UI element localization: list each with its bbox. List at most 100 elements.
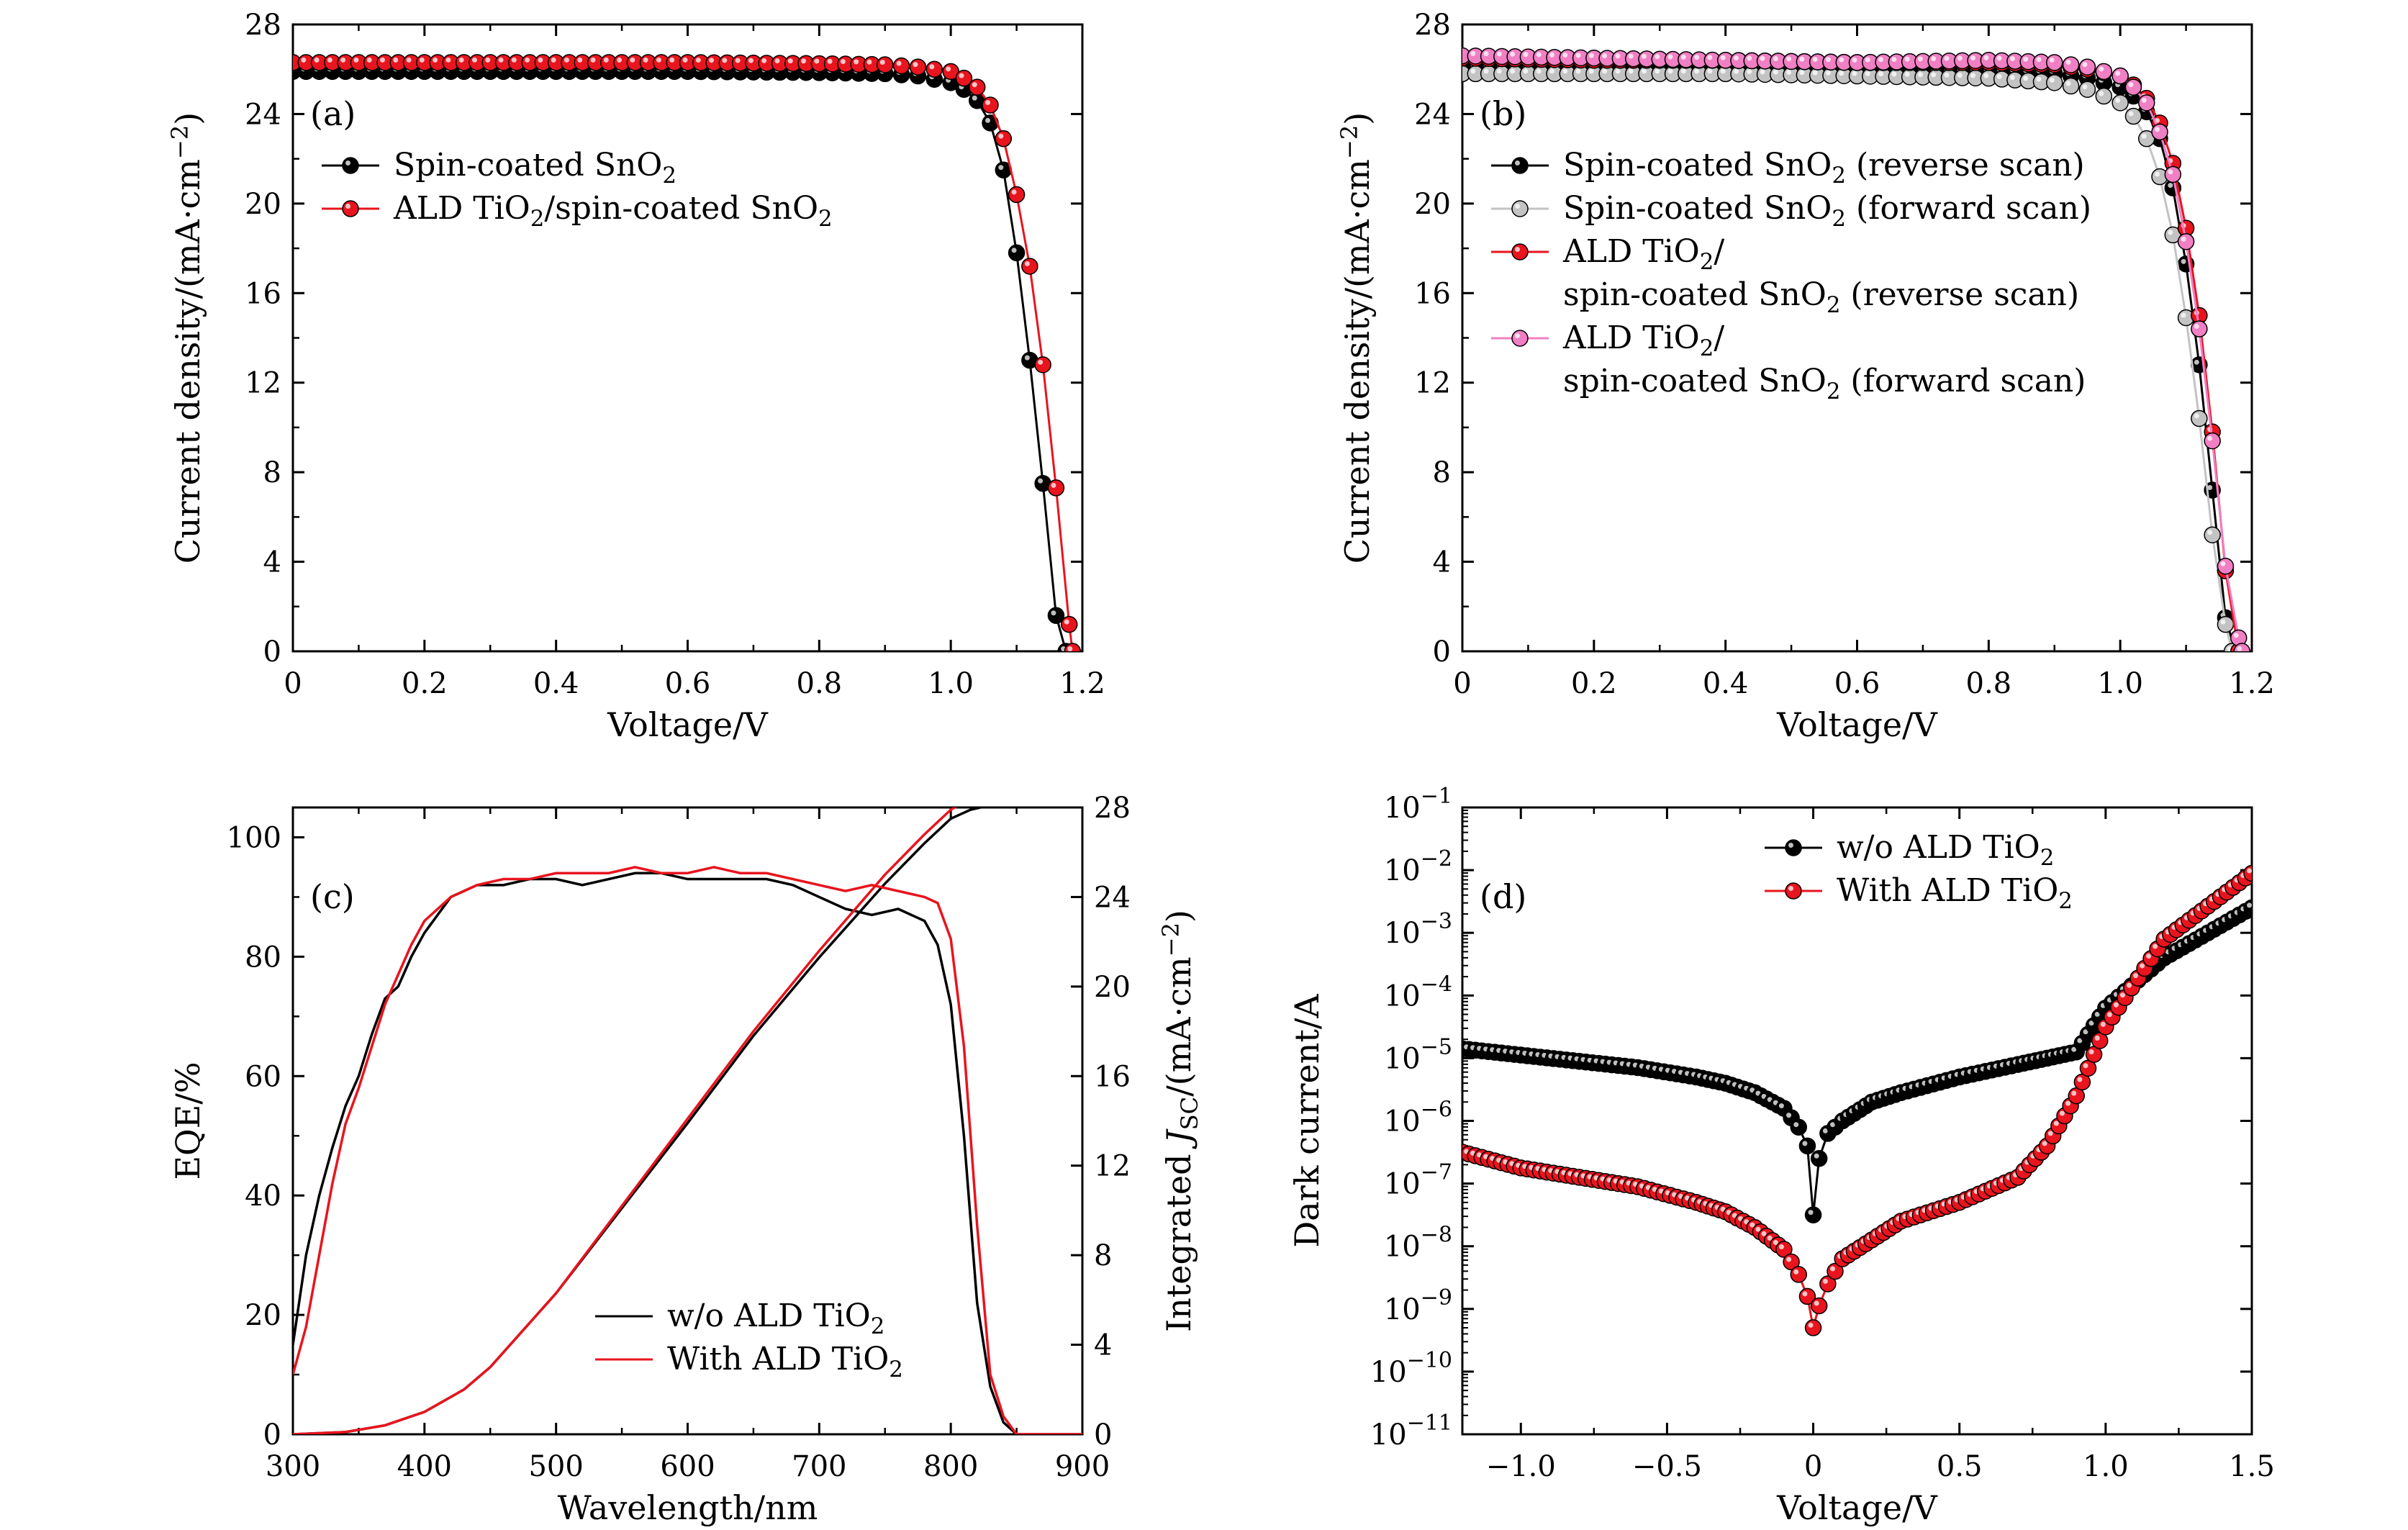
y-tick-label: 10−6 [1384, 1097, 1452, 1139]
x-axis-label: Voltage/V [1776, 1488, 1937, 1527]
data-point-highlight [682, 57, 688, 63]
x-tick-label: 1.0 [2097, 667, 2143, 700]
data-point [2111, 67, 2129, 85]
legend-label: Spin-coated SnO2​ (forward scan) [1563, 190, 2091, 232]
data-point-highlight [366, 57, 372, 63]
data-point-highlight [525, 57, 530, 63]
data-point [909, 58, 927, 76]
data-point-highlight [1996, 73, 2002, 79]
x-tick-label: 400 [397, 1450, 452, 1483]
legend-label: ALD TiO2​/spin-coated SnO2​ [393, 190, 833, 232]
data-point-highlight [1641, 68, 1647, 74]
x-tick-label: 0.4 [533, 667, 579, 700]
data-point-highlight [379, 57, 385, 63]
y-tick-label: 10−11 [1370, 1411, 1452, 1452]
data-point-highlight [2106, 1012, 2112, 1018]
legend-label: spin-coated SnO2​ (forward scan) [1563, 363, 2086, 404]
data-point-highlight [1761, 1231, 1767, 1236]
data-point-highlight [669, 57, 675, 63]
data-point [2095, 87, 2113, 105]
data-point-highlight [617, 57, 623, 63]
series-line [293, 866, 1082, 1434]
data-point [892, 57, 910, 75]
x-tick-label: 0.2 [1571, 667, 1617, 700]
data-point [1008, 244, 1026, 262]
x-tick-label: 1.2 [1059, 667, 1105, 700]
data-point-highlight [2036, 57, 2042, 63]
data-point-highlight [603, 57, 609, 63]
series-3 [1462, 47, 2251, 651]
data-point-highlight [972, 95, 977, 101]
data-point-highlight [1808, 1210, 1814, 1216]
y2-tick-label: 8 [1094, 1239, 1112, 1272]
data-point-highlight [1839, 57, 1845, 63]
y-tick-label: 10−8 [1384, 1223, 1452, 1264]
data-point-highlight [1720, 68, 1726, 74]
x-tick-label: 600 [660, 1450, 715, 1483]
data-point-highlight [1786, 1113, 1792, 1118]
data-point [2233, 643, 2251, 651]
y-tick-label: 0 [263, 635, 281, 669]
data-point-highlight [2194, 324, 2199, 330]
x-tick-label: 0.4 [1703, 667, 1749, 700]
data-point-highlight [1996, 55, 2002, 61]
legend-marker-highlight [345, 160, 350, 166]
data-point-highlight [563, 57, 569, 63]
x-axis-label: Voltage/V [607, 705, 768, 744]
data-point-highlight [1830, 1122, 1836, 1128]
data-point-highlight [2128, 111, 2134, 117]
panel-label: (b) [1480, 94, 1526, 133]
data-point [1790, 1266, 1807, 1283]
data-point-highlight [2088, 1049, 2094, 1055]
legend-label: w/o ALD TiO2​ [667, 1298, 884, 1339]
y-axis-label: EQE/% [168, 1062, 207, 1180]
legend: w/o ALD TiO2​With ALD TiO2​ [595, 1298, 903, 1382]
y-tick-label: 0 [263, 1418, 281, 1452]
data-point-highlight [2053, 1121, 2059, 1126]
data-point-highlight [2141, 97, 2147, 103]
series-0 [293, 872, 1082, 1434]
y-tick-label: 40 [245, 1180, 281, 1213]
data-point [925, 60, 943, 78]
data-point-highlight [1024, 261, 1030, 266]
data-point-highlight [748, 58, 753, 63]
x-axis-label: Voltage/V [1776, 705, 1937, 744]
legend-label: With ALD TiO2​ [667, 1341, 903, 1382]
data-point-highlight [1720, 55, 1726, 60]
data-point-highlight [1878, 57, 1884, 63]
data-point-highlight [2113, 1002, 2119, 1008]
legend-marker-highlight [1515, 333, 1520, 338]
data-point-highlight [1825, 70, 1831, 76]
data-point-highlight [2088, 1020, 2094, 1026]
data-point [2062, 56, 2080, 73]
plot-area [1462, 47, 2251, 651]
data-point-highlight [1051, 482, 1056, 488]
y2-tick-label: 12 [1094, 1150, 1131, 1183]
data-point [2046, 74, 2063, 91]
data-point [2151, 123, 2168, 141]
data-point [2191, 320, 2208, 338]
y2-tick-label: 24 [1094, 881, 1131, 914]
y2-axis-label: Integrated JSC​/(mA·cm−2​) [1157, 910, 1203, 1332]
data-point-highlight [1655, 68, 1660, 74]
data-point [1047, 479, 1065, 497]
data-point [1064, 643, 1082, 651]
legend-marker [342, 157, 359, 174]
y-axis-label: Current density/(mA·cm−2​) [166, 112, 207, 564]
data-point [2217, 558, 2235, 575]
y-tick-label: 10−5 [1384, 1034, 1452, 1075]
data-point-highlight [1523, 68, 1529, 74]
data-point-highlight [1575, 68, 1581, 74]
data-point-highlight [1536, 52, 1542, 58]
y-tick-label: 16 [1414, 277, 1451, 310]
data-point-highlight [1024, 355, 1030, 361]
data-point-highlight [1470, 50, 1476, 56]
y-tick-label: 10−2 [1384, 846, 1452, 887]
data-point-highlight [1822, 1128, 1828, 1133]
data-point-highlight [814, 58, 820, 64]
legend-label: With ALD TiO2​ [1837, 872, 2073, 914]
data-point-highlight [2194, 413, 2199, 419]
data-point-highlight [1038, 359, 1044, 365]
data-point-highlight [1628, 53, 1634, 59]
